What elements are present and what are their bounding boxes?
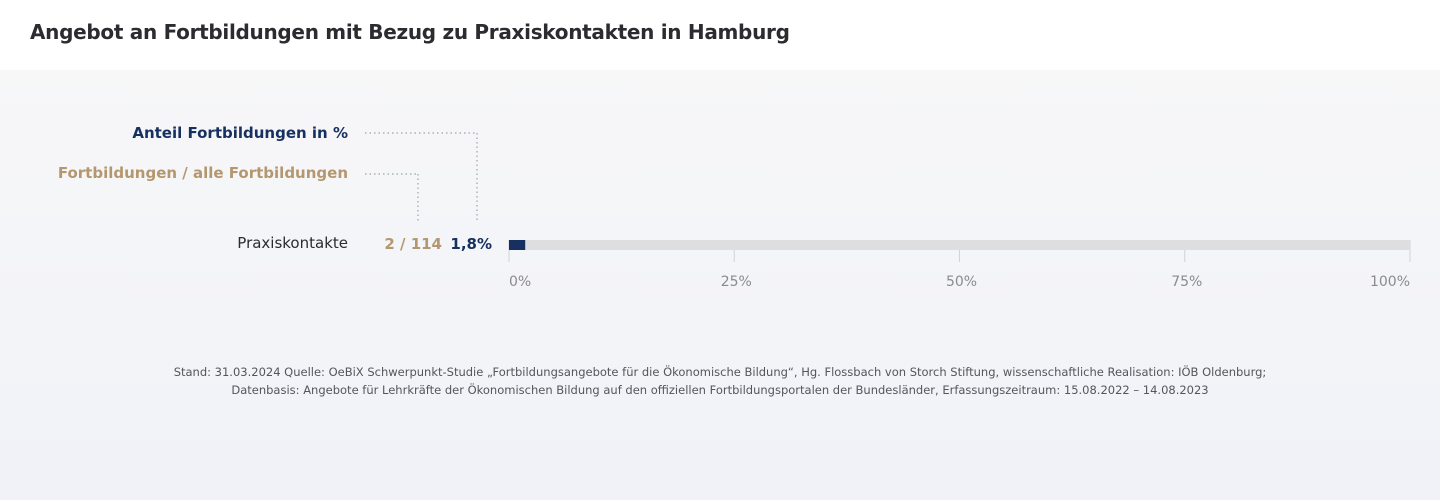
count-value: 2 / 114 — [384, 235, 442, 253]
legend-share-label: Anteil Fortbildungen in % — [132, 124, 348, 142]
tick-label-50: 50% — [946, 274, 977, 290]
footnote-line-2: Datenbasis: Angebote für Lehrkräfte der … — [231, 383, 1209, 397]
bar-layer — [509, 240, 1410, 250]
footnote-line-1: Stand: 31.03.2024 Quelle: OeBiX Schwerpu… — [173, 365, 1267, 379]
tick-label-100: 100% — [1370, 274, 1410, 290]
tick-label-25: 25% — [721, 274, 752, 290]
bar-track — [509, 240, 1410, 250]
row-label-praxiskontakte: Praxiskontakte — [237, 234, 348, 252]
bar-praxiskontakte — [509, 240, 526, 250]
x-axis: 0% 25% 50% 75% 100% — [508, 240, 1411, 290]
tick-label-0: 0% — [509, 274, 531, 290]
chart-title: Angebot an Fortbildungen mit Bezug zu Pr… — [30, 20, 790, 44]
chart-panel — [0, 70, 1440, 500]
share-value: 1,8% — [450, 235, 492, 253]
source-footnote: Stand: 31.03.2024 Quelle: OeBiX Schwerpu… — [0, 363, 1440, 399]
tick-label-75: 75% — [1171, 274, 1202, 290]
legend-count-label: Fortbildungen / alle Fortbildungen — [57, 164, 348, 182]
chart-header: Angebot an Fortbildungen mit Bezug zu Pr… — [0, 0, 1440, 70]
legend-connectors — [365, 132, 478, 222]
